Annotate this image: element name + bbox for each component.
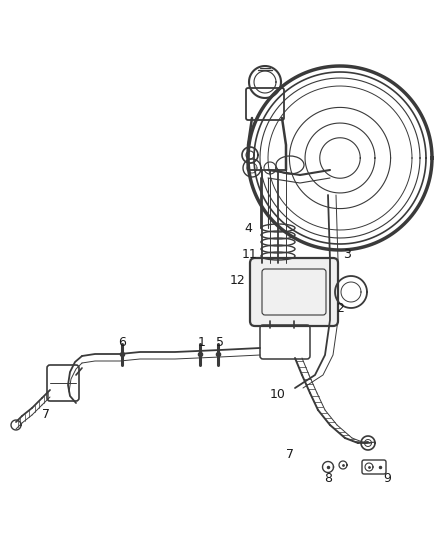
Text: 2: 2 [336,302,344,314]
Text: 3: 3 [343,248,351,262]
Text: 12: 12 [230,273,246,287]
Text: 11: 11 [242,248,258,262]
Text: 7: 7 [286,448,294,462]
Text: 10: 10 [270,389,286,401]
Text: 1: 1 [198,335,206,349]
Text: 4: 4 [244,222,252,235]
Text: 8: 8 [324,472,332,484]
Text: 6: 6 [118,335,126,349]
Text: 5: 5 [216,335,224,349]
FancyBboxPatch shape [250,258,338,326]
Text: 9: 9 [383,472,391,484]
Text: 7: 7 [42,408,50,422]
